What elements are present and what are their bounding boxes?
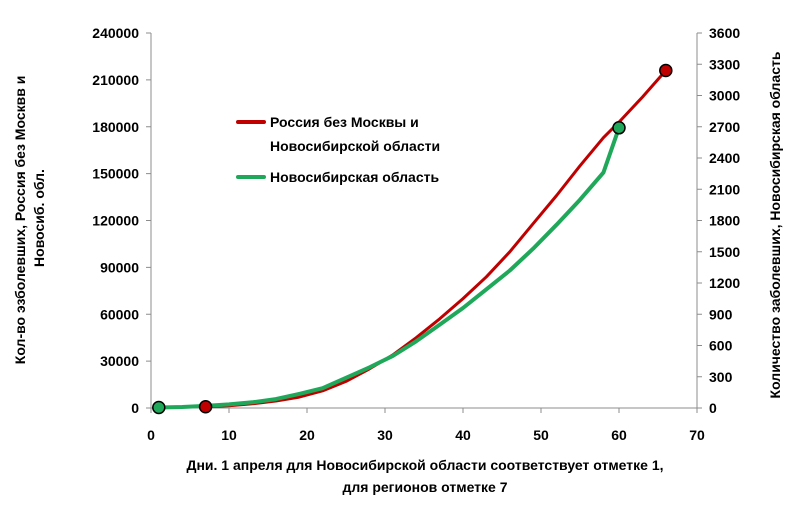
y-left-tick-label: 240000 — [92, 25, 139, 41]
y-left-axis-title-line1: Кол-во эзболевших, Россия без Москвв и — [12, 76, 28, 365]
y-right-tick-label: 1800 — [709, 213, 740, 229]
y-left-tick-label: 120000 — [92, 213, 139, 229]
y-right-tick-label: 0 — [709, 400, 717, 416]
y-right-tick-label: 300 — [709, 369, 733, 385]
x-tick-group: 0 10 20 30 40 50 60 70 — [147, 408, 705, 443]
y-right-tick-group: 0 300 600 900 1200 1500 1800 2100 2400 2700 3000 33… — [697, 25, 740, 416]
x-tick-label: 0 — [147, 427, 155, 443]
x-tick-label: 30 — [377, 427, 393, 443]
series-2-end-marker — [612, 121, 626, 135]
y-right-tick-label: 1500 — [709, 244, 740, 260]
y-left-tick-label: 150000 — [92, 166, 139, 182]
y-right-tick-label: 1200 — [709, 275, 740, 291]
legend: Россия без Москвы и Новосибирской области… — [236, 114, 440, 185]
legend-label-1-line2: Новосибирской области — [270, 138, 440, 154]
x-axis-title-line2: для регионов отметке 7 — [342, 479, 507, 495]
y-left-axis-title: Кол-во эзболевших, Россия без Москвв и Н… — [12, 72, 47, 364]
series-1-end-marker — [659, 63, 673, 78]
x-tick-label: 20 — [299, 427, 315, 443]
y-left-tick-label: 30000 — [100, 353, 139, 369]
x-tick-label: 60 — [611, 427, 627, 443]
y-right-tick-label: 2400 — [709, 150, 740, 166]
y-left-tick-label: 60000 — [100, 306, 139, 322]
y-left-tick-label: 0 — [131, 400, 139, 416]
x-tick-label: 50 — [533, 427, 549, 443]
y-right-tick-label: 3000 — [709, 88, 740, 104]
y-left-tick-label: 180000 — [92, 119, 139, 135]
series-layer — [152, 63, 673, 415]
y-left-tick-group: 0 30000 60000 90000 120000 150000 180000 210000… — [92, 25, 151, 416]
y-right-tick-label: 3600 — [709, 25, 740, 41]
legend-label-2: Новосибирская область — [270, 169, 439, 185]
legend-label-1-line1: Россия без Москвы и — [270, 114, 419, 130]
y-right-tick-label: 600 — [709, 338, 733, 354]
y-left-tick-label: 90000 — [100, 259, 139, 275]
y-right-axis-title: Количество заболевших, Новосибирская обл… — [767, 51, 783, 398]
series-1-end-marker — [198, 400, 213, 414]
x-tick-label: 40 — [455, 427, 471, 443]
series-line-2 — [156, 125, 621, 410]
x-tick-label: 10 — [221, 427, 237, 443]
series-line-1 — [204, 69, 668, 409]
y-right-tick-label: 3300 — [709, 56, 740, 72]
legend-label-1: Россия без Москвы и Новосибирской области — [270, 114, 440, 154]
y-left-tick-label: 210000 — [92, 72, 139, 88]
x-axis-title-line1: Дни. 1 апреля для Новосибирской области … — [186, 457, 663, 473]
x-tick-label: 70 — [689, 427, 705, 443]
series-2-end-marker — [152, 400, 166, 415]
y-right-tick-label: 2100 — [709, 181, 740, 197]
y-right-tick-label: 900 — [709, 306, 733, 322]
y-left-axis-title-line2: Новосиб. обл. — [31, 169, 47, 267]
y-right-tick-label: 2700 — [709, 119, 740, 135]
